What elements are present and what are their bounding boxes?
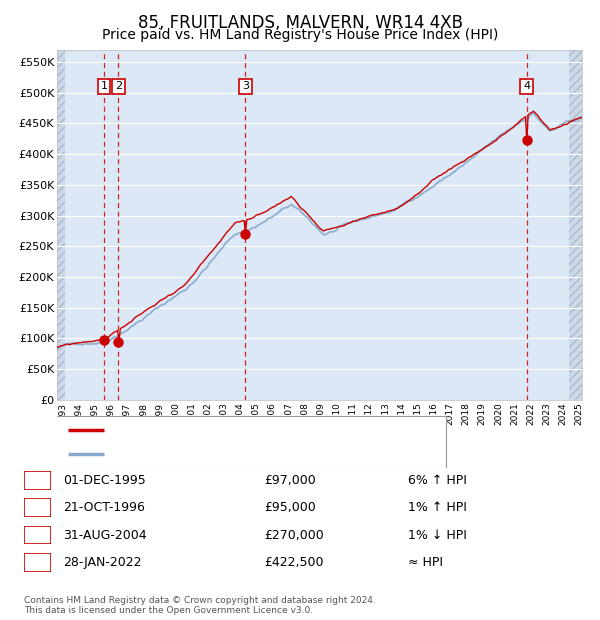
Text: 85, FRUITLANDS, MALVERN, WR14 4XB (detached house): 85, FRUITLANDS, MALVERN, WR14 4XB (detac… (110, 423, 446, 436)
Text: 2010: 2010 (332, 402, 341, 425)
Bar (57, 50, 65, 400)
Text: 3: 3 (34, 529, 41, 541)
Text: Contains HM Land Registry data © Crown copyright and database right 2024.
This d: Contains HM Land Registry data © Crown c… (24, 596, 376, 615)
Text: 2000: 2000 (171, 402, 180, 425)
Text: 28-JAN-2022: 28-JAN-2022 (63, 556, 142, 569)
Text: 4: 4 (523, 81, 530, 91)
Bar (569, 50, 582, 400)
Text: 2022: 2022 (526, 402, 535, 425)
Text: 1999: 1999 (155, 402, 164, 425)
Text: 2007: 2007 (284, 402, 293, 425)
Text: 2023: 2023 (542, 402, 551, 425)
Text: 6% ↑ HPI: 6% ↑ HPI (408, 474, 467, 487)
Text: 1996: 1996 (106, 402, 115, 425)
Text: £422,500: £422,500 (264, 556, 323, 569)
Text: Price paid vs. HM Land Registry's House Price Index (HPI): Price paid vs. HM Land Registry's House … (102, 28, 498, 42)
Text: 2003: 2003 (220, 402, 229, 425)
Text: 2006: 2006 (268, 402, 277, 425)
Text: 2: 2 (115, 81, 122, 91)
Text: 2002: 2002 (203, 402, 212, 425)
Text: 2011: 2011 (349, 402, 358, 425)
Text: 1997: 1997 (122, 402, 131, 425)
Text: 2016: 2016 (430, 402, 439, 425)
Text: 85, FRUITLANDS, MALVERN, WR14 4XB: 85, FRUITLANDS, MALVERN, WR14 4XB (137, 14, 463, 32)
Text: 1: 1 (34, 474, 41, 487)
Text: HPI: Average price, detached house, Malvern Hills: HPI: Average price, detached house, Malv… (110, 448, 404, 461)
Text: £97,000: £97,000 (264, 474, 316, 487)
FancyBboxPatch shape (24, 498, 51, 517)
Text: 21-OCT-1996: 21-OCT-1996 (63, 502, 145, 514)
Text: 2021: 2021 (510, 402, 519, 425)
Text: 2024: 2024 (559, 402, 568, 425)
Text: 2013: 2013 (381, 402, 390, 425)
Text: 1% ↑ HPI: 1% ↑ HPI (408, 502, 467, 514)
Text: 2018: 2018 (461, 402, 470, 425)
FancyBboxPatch shape (24, 526, 51, 544)
Text: 2017: 2017 (445, 402, 454, 425)
FancyBboxPatch shape (24, 471, 51, 490)
Text: 3: 3 (242, 81, 249, 91)
Text: 1: 1 (101, 81, 107, 91)
Text: 2: 2 (34, 502, 41, 514)
Text: 2012: 2012 (365, 402, 374, 425)
Text: 01-DEC-1995: 01-DEC-1995 (63, 474, 146, 487)
Text: 1995: 1995 (90, 402, 99, 425)
Text: 4: 4 (34, 556, 41, 569)
Text: 2009: 2009 (316, 402, 325, 425)
Text: £270,000: £270,000 (264, 529, 324, 541)
Text: 2015: 2015 (413, 402, 422, 425)
Text: 2019: 2019 (478, 402, 487, 425)
Text: 2014: 2014 (397, 402, 406, 425)
Text: 2020: 2020 (494, 402, 503, 425)
Text: 2008: 2008 (300, 402, 309, 425)
Text: 1% ↓ HPI: 1% ↓ HPI (408, 529, 467, 541)
Text: 2005: 2005 (251, 402, 260, 425)
Text: 31-AUG-2004: 31-AUG-2004 (63, 529, 146, 541)
Text: 1993: 1993 (58, 402, 67, 425)
Text: 2025: 2025 (575, 402, 584, 425)
FancyBboxPatch shape (52, 416, 445, 467)
Text: 2001: 2001 (187, 402, 196, 425)
Text: £95,000: £95,000 (264, 502, 316, 514)
Text: 1998: 1998 (139, 402, 148, 425)
Text: ≈ HPI: ≈ HPI (408, 556, 443, 569)
Text: 2004: 2004 (235, 402, 244, 425)
Text: 1994: 1994 (74, 402, 83, 425)
FancyBboxPatch shape (24, 553, 51, 572)
